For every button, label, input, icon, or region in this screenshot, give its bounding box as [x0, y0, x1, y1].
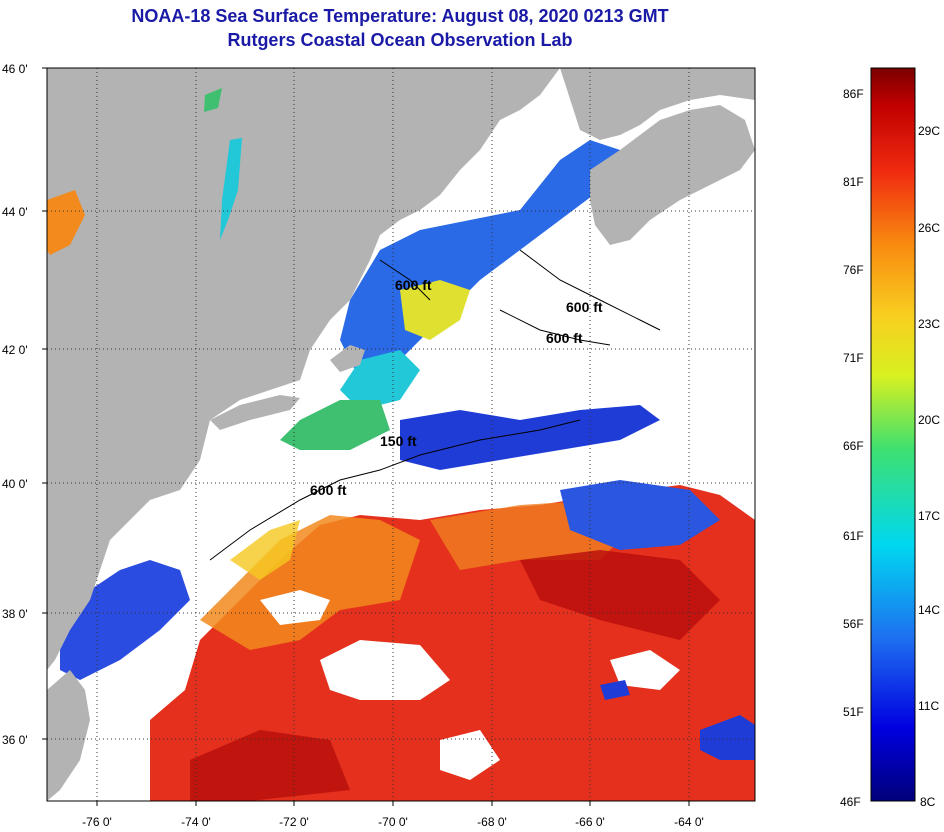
colorbar-f-label: 76F — [843, 263, 864, 277]
lat-label-42: 42 0' — [2, 343, 28, 357]
yellow-sst-patch — [230, 520, 300, 580]
gulf-of-maine-yellow — [400, 280, 470, 340]
cool-sst-band — [400, 405, 660, 470]
colorbar-c-label: 26C — [918, 221, 940, 235]
map-panel: 600 ft 600 ft 600 ft 150 ft 600 ft — [47, 68, 755, 801]
us-mainland-land — [47, 68, 560, 670]
lon-label-74: -74 0' — [181, 815, 211, 829]
map-subtitle: Rutgers Coastal Ocean Observation Lab — [227, 30, 573, 50]
axis-ticks — [42, 67, 690, 806]
lat-label-36: 36 0' — [2, 733, 28, 747]
cloud-patch — [610, 650, 680, 690]
colorbar-c-label: 20C — [918, 413, 940, 427]
cape-cod-land — [330, 345, 365, 372]
colorbar — [870, 67, 916, 802]
colorbar-c-label: 17C — [918, 509, 940, 523]
colorbar-c-label: 29C — [918, 124, 940, 138]
inland-lake-sst — [220, 138, 242, 240]
nova-scotia-land — [590, 105, 755, 245]
map-title: NOAA-18 Sea Surface Temperature: August … — [131, 6, 669, 26]
colorbar-f-label: 46F — [840, 795, 861, 809]
contour-label-600ft-b: 600 ft — [566, 299, 603, 315]
lon-label-72: -72 0' — [279, 815, 309, 829]
map-frame — [46, 67, 756, 802]
long-island-land — [210, 395, 300, 430]
contour-label-150ft: 150 ft — [380, 433, 417, 449]
cool-sst-band-south — [560, 480, 720, 550]
new-brunswick-land — [560, 68, 755, 140]
lat-label-46: 46 0' — [2, 62, 28, 76]
colorbar-f-label: 56F — [843, 617, 864, 631]
contour-label-600ft-c: 600 ft — [546, 330, 583, 346]
orange-sst-band — [200, 515, 420, 650]
colorbar-c-label: 11C — [918, 699, 939, 713]
colorbar-f-label: 86F — [843, 87, 864, 101]
colorbar-f-label: 61F — [843, 529, 864, 543]
contour-label-600ft-d: 600 ft — [310, 482, 347, 498]
colorbar-c-label: 23C — [918, 317, 940, 331]
cloud-patch — [320, 640, 450, 700]
cool-sst-patch — [700, 715, 755, 760]
dark-red-sst-patch — [520, 550, 720, 640]
lat-label-38: 38 0' — [2, 607, 28, 621]
dark-red-sst-patch-south — [190, 730, 350, 801]
delmarva-land — [47, 670, 90, 801]
lon-label-76: -76 0' — [82, 815, 112, 829]
colorbar-f-label: 71F — [843, 351, 864, 365]
colorbar-f-label: 81F — [843, 175, 864, 189]
lon-label-66: -66 0' — [575, 815, 605, 829]
lon-label-70: -70 0' — [378, 815, 408, 829]
lon-label-68: -68 0' — [477, 815, 507, 829]
lon-label-64: -64 0' — [674, 815, 704, 829]
inland-lake-sst — [47, 190, 85, 255]
colorbar-c-label: 8C — [920, 795, 936, 809]
lat-label-44: 44 0' — [2, 205, 28, 219]
coastal-green-band — [280, 400, 390, 450]
bathymetry-contours — [209, 249, 661, 561]
cloud-patch — [440, 730, 500, 780]
inland-lake-sst — [204, 88, 222, 112]
colorbar-c-label: 14C — [918, 603, 940, 617]
contour-label-600ft-a: 600 ft — [395, 277, 432, 293]
colorbar-f-label: 51F — [843, 705, 864, 719]
lat-label-40: 40 0' — [2, 477, 28, 491]
cool-sst-patch — [600, 680, 630, 700]
cloud-patch — [260, 590, 330, 625]
colorbar-f-label: 66F — [843, 439, 864, 453]
